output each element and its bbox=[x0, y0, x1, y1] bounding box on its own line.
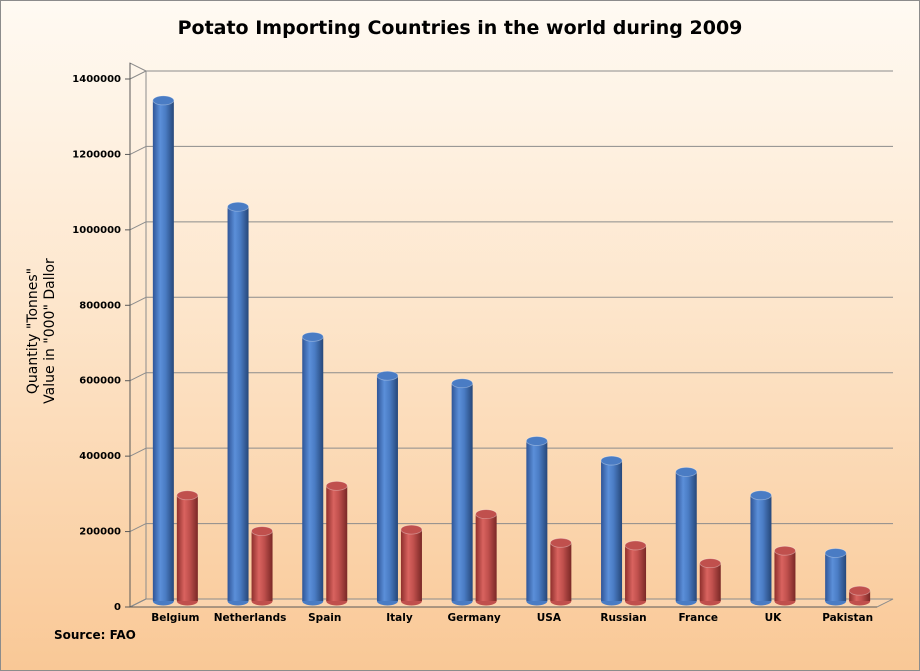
bar-top bbox=[549, 537, 572, 548]
bar-body bbox=[825, 552, 847, 601]
bar-body bbox=[251, 531, 273, 601]
bar-belgium-series-2 bbox=[176, 490, 199, 606]
bar-body bbox=[526, 440, 548, 601]
source-note: Source: FAO bbox=[54, 628, 136, 642]
y-tick-label: 800000 bbox=[79, 300, 121, 311]
bar-top bbox=[624, 540, 647, 551]
bar-body bbox=[451, 383, 473, 601]
bar-body bbox=[601, 460, 623, 601]
x-tick-label-uk: UK bbox=[765, 612, 783, 624]
x-tick-label-pakistan: Pakistan bbox=[822, 612, 873, 624]
bar-body bbox=[699, 563, 721, 601]
bar-spain-series-1 bbox=[301, 331, 324, 606]
bar-body bbox=[176, 495, 198, 601]
bar-spain-series-2 bbox=[325, 480, 348, 606]
bar-top bbox=[227, 201, 249, 212]
bar-top bbox=[600, 455, 623, 466]
x-tick-label-spain: Spain bbox=[308, 612, 341, 624]
gridline-depth bbox=[129, 523, 147, 533]
y-tick-label: 1200000 bbox=[72, 149, 121, 160]
y-tick-label: 0 bbox=[114, 602, 121, 613]
gridline-depth bbox=[129, 70, 147, 80]
bar-top bbox=[699, 558, 722, 569]
bar-top bbox=[750, 490, 772, 501]
bar-pakistan-series-1 bbox=[824, 548, 847, 606]
y-axis-label-line-2: Value in "000" Dallor bbox=[42, 258, 58, 404]
bar-russian-series-2 bbox=[624, 540, 647, 606]
x-tick-label-russian: Russian bbox=[600, 612, 646, 624]
bar-usa-series-1 bbox=[525, 436, 548, 606]
y-tick-label: 600000 bbox=[79, 376, 121, 387]
bar-top bbox=[475, 509, 498, 520]
bar-body bbox=[152, 100, 174, 602]
bar-top bbox=[325, 480, 348, 491]
gridline-depth bbox=[129, 447, 147, 457]
bar-italy-series-1 bbox=[376, 370, 399, 606]
bar-body bbox=[849, 590, 871, 601]
bar-top bbox=[675, 466, 698, 477]
x-tick-label-france: France bbox=[678, 612, 718, 624]
bar-top bbox=[176, 490, 199, 501]
x-tick-label-netherlands: Netherlands bbox=[214, 612, 287, 624]
bar-body bbox=[774, 550, 796, 601]
x-tick-label-italy: Italy bbox=[386, 612, 413, 624]
y-tick-label: 1400000 bbox=[72, 74, 121, 85]
bar-body bbox=[750, 495, 772, 601]
bar-usa-series-2 bbox=[549, 537, 572, 606]
bar-top bbox=[848, 585, 871, 596]
y-axis-label-line-1: Quantity "Tonnes" bbox=[25, 268, 41, 394]
bar-netherlands-series-1 bbox=[227, 201, 249, 606]
gridline-depth bbox=[129, 145, 147, 155]
bar-top bbox=[376, 370, 399, 381]
bar-uk-series-1 bbox=[750, 490, 772, 606]
bar-body bbox=[550, 542, 572, 601]
labels: 0 200000 400000 600000 800000 1000000 1200000 1… bbox=[72, 74, 873, 624]
bar-body bbox=[302, 336, 324, 601]
bar-body bbox=[227, 206, 249, 602]
bar-body bbox=[475, 514, 497, 601]
bar-body bbox=[326, 485, 348, 601]
bar-top bbox=[152, 95, 175, 106]
bar-top bbox=[251, 526, 273, 536]
bar-top bbox=[400, 524, 423, 535]
y-tick-label: 200000 bbox=[79, 527, 121, 538]
y-tick-label: 1000000 bbox=[72, 225, 121, 236]
side-wall bbox=[129, 62, 147, 608]
bar-uk-series-2 bbox=[774, 545, 796, 606]
x-tick-label-belgium: Belgium bbox=[151, 612, 199, 624]
gridline-depth bbox=[129, 296, 147, 306]
x-tick-label-usa: USA bbox=[537, 612, 562, 624]
bar-germany-series-1 bbox=[451, 378, 474, 606]
bars bbox=[152, 95, 871, 606]
bar-italy-series-2 bbox=[400, 524, 423, 606]
x-tick-label-germany: Germany bbox=[448, 612, 501, 624]
bar-top bbox=[824, 548, 847, 558]
bar-france-series-1 bbox=[675, 466, 698, 606]
bar-top bbox=[525, 436, 548, 446]
bar-body bbox=[376, 375, 398, 601]
bar-germany-series-2 bbox=[475, 509, 498, 606]
bar-body bbox=[675, 471, 697, 601]
bar-netherlands-series-2 bbox=[251, 526, 273, 606]
bar-body bbox=[625, 545, 647, 601]
bar-russian-series-1 bbox=[600, 455, 623, 606]
gridline-depth bbox=[129, 221, 147, 231]
y-tick-label: 400000 bbox=[79, 451, 121, 462]
bar-top bbox=[774, 545, 796, 556]
chart-title: Potato Importing Countries in the world … bbox=[178, 17, 743, 39]
bar-belgium-series-1 bbox=[152, 95, 175, 606]
bar-top bbox=[301, 331, 324, 342]
bar-france-series-2 bbox=[699, 558, 722, 606]
bar-body bbox=[400, 529, 422, 601]
bar-pakistan-series-2 bbox=[848, 585, 871, 606]
gridline-depth bbox=[129, 372, 147, 382]
bar-top bbox=[451, 378, 474, 389]
